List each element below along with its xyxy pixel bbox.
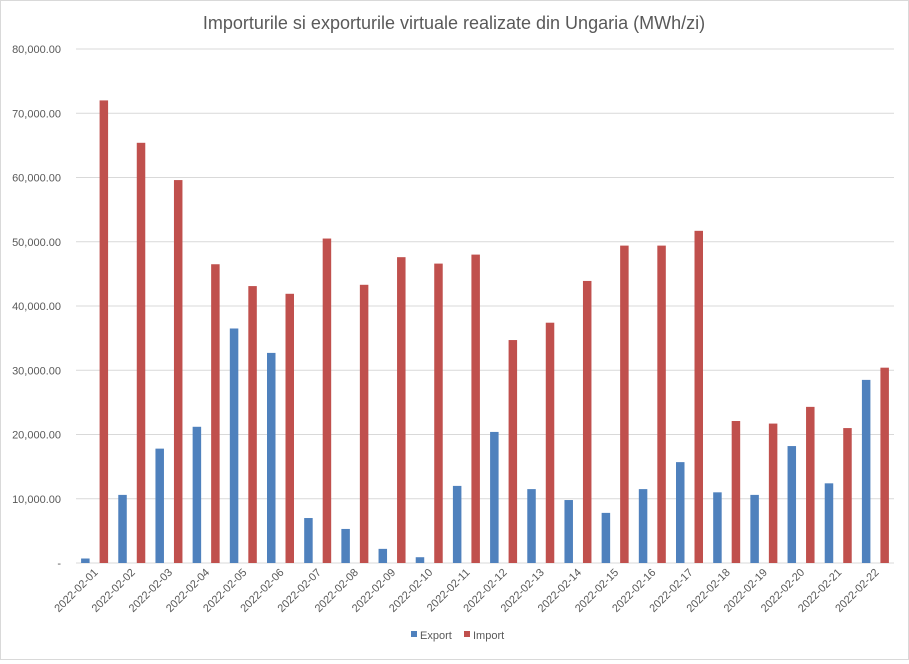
bar-import-2022-02-01 — [99, 100, 109, 564]
legend-label-import: Import — [473, 630, 504, 642]
y-axis: - 10,000.00 20,000.00 30,000.00 40,000.00 50,… — [12, 44, 61, 570]
bar-import-2022-02-12 — [508, 340, 518, 563]
bar-import-2022-02-21 — [843, 428, 852, 563]
bar-export-2022-02-04 — [192, 426, 202, 563]
y-tick-label: 80,000.00 — [12, 44, 61, 56]
bar-import-2022-02-10 — [434, 263, 443, 563]
bar-import-2022-02-18 — [731, 421, 741, 563]
bar-export-2022-02-17 — [676, 462, 685, 563]
y-tick-label: 40,000.00 — [12, 301, 61, 313]
legend-label-export: Export — [420, 630, 452, 642]
y-tick-label: - — [57, 558, 61, 570]
y-tick-label: 10,000.00 — [12, 494, 61, 506]
bar-export-2022-02-11 — [452, 485, 462, 563]
bar-export-2022-02-16 — [638, 489, 648, 563]
bar-import-2022-02-17 — [694, 230, 703, 563]
bar-import-2022-02-09 — [397, 257, 406, 563]
y-tick-label: 60,000.00 — [12, 173, 61, 185]
bar-import-2022-02-03 — [173, 180, 183, 563]
bar-export-2022-02-14 — [564, 500, 573, 563]
bar-import-2022-02-06 — [285, 293, 294, 563]
bar-export-2022-02-22 — [861, 379, 871, 563]
y-tick-label: 50,000.00 — [12, 237, 61, 249]
bar-export-2022-02-07 — [304, 518, 313, 563]
legend-swatch-export — [411, 631, 417, 637]
chart-title: Importurile si exporturile virtuale real… — [203, 13, 705, 33]
legend-swatch-import — [464, 631, 470, 637]
bar-export-2022-02-19 — [750, 494, 759, 563]
bar-import-2022-02-22 — [880, 367, 889, 563]
bar-export-2022-02-15 — [601, 512, 611, 563]
bar-import-2022-02-19 — [768, 423, 778, 563]
bar-import-2022-02-08 — [359, 284, 369, 563]
bar-export-2022-02-05 — [229, 328, 239, 563]
bar-export-2022-02-18 — [713, 492, 722, 563]
bar-import-2022-02-07 — [322, 238, 332, 563]
bar-export-2022-02-08 — [341, 528, 350, 563]
bar-export-2022-02-03 — [155, 448, 164, 563]
bar-import-2022-02-20 — [806, 406, 815, 563]
bar-export-2022-02-20 — [787, 446, 797, 563]
y-tick-label: 30,000.00 — [12, 365, 61, 377]
bar-import-2022-02-04 — [211, 264, 220, 563]
bar-export-2022-02-21 — [824, 483, 834, 563]
x-axis: 2022-02-012022-02-022022-02-032022-02-04… — [52, 567, 881, 615]
bars — [81, 100, 889, 564]
legend: Export Import — [411, 630, 504, 642]
bar-export-2022-02-10 — [415, 557, 425, 563]
y-tick-label: 70,000.00 — [12, 108, 61, 120]
bar-import-2022-02-14 — [582, 280, 592, 563]
bar-import-2022-02-13 — [545, 322, 555, 563]
bar-export-2022-02-02 — [118, 494, 127, 563]
bar-export-2022-02-01 — [81, 558, 90, 563]
bar-export-2022-02-09 — [378, 548, 388, 563]
bar-import-2022-02-02 — [136, 142, 146, 563]
bar-import-2022-02-11 — [471, 254, 480, 563]
y-tick-label: 20,000.00 — [12, 430, 61, 442]
bar-export-2022-02-13 — [527, 489, 536, 563]
bar-import-2022-02-16 — [657, 245, 666, 564]
bar-import-2022-02-15 — [620, 245, 629, 564]
bar-export-2022-02-12 — [490, 431, 499, 563]
bar-export-2022-02-06 — [267, 352, 276, 563]
bar-import-2022-02-05 — [248, 286, 257, 563]
